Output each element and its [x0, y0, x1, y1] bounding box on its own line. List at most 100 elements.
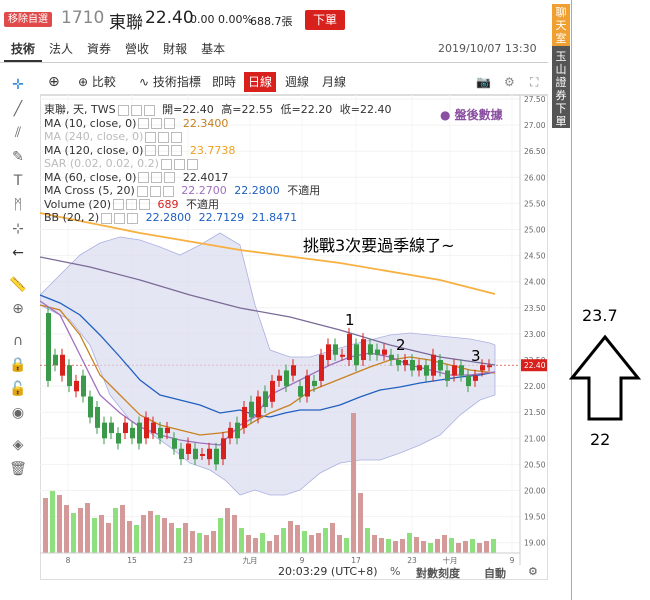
chat-room-button[interactable]: 聊天室 [552, 4, 570, 46]
candle-body [466, 375, 471, 387]
candle-body [95, 406, 100, 428]
ma120-line [40, 212, 496, 295]
legend-label: MA (240, close, 0) [44, 130, 144, 143]
fib-tool-icon[interactable]: ⫽ [14, 125, 22, 141]
candle-body [305, 375, 310, 397]
tab-technical[interactable]: 技術 [4, 38, 43, 62]
legend-toggle-icon[interactable] [160, 158, 172, 170]
percent-scale-toggle[interactable]: % [390, 565, 401, 578]
trend-line-icon[interactable]: ╱ [13, 101, 23, 117]
divider [0, 62, 548, 63]
volume-bar [232, 515, 237, 553]
compare-button[interactable]: ⊕ 比較 [74, 72, 120, 92]
crosshair-icon[interactable]: ✛ [12, 77, 24, 93]
legend-toggle-icon[interactable] [171, 145, 183, 156]
lock-drawing-icon[interactable]: 🔒 [9, 357, 27, 373]
tab-financials[interactable]: 財報 [163, 42, 188, 56]
pattern-icon[interactable]: ᛗ [13, 197, 23, 213]
legend-toggle-icon[interactable] [158, 145, 170, 156]
unlock-icon[interactable]: 🔓 [9, 381, 27, 397]
fullscreen-icon[interactable]: ⛶ [530, 75, 539, 89]
legend-toggle-icon[interactable] [186, 158, 198, 170]
add-symbol-icon[interactable]: ⊕ [48, 74, 60, 90]
user-annotation: 挑戰3次要過季線了~ [303, 236, 455, 255]
legend-toggle-icon[interactable] [151, 118, 163, 129]
legend-toggle-icon[interactable] [113, 199, 124, 210]
volume-bar [449, 538, 454, 553]
legend-toggle-icon[interactable] [164, 118, 176, 129]
interval-intraday[interactable]: 即時 [212, 75, 237, 89]
legend-toggle-icon[interactable] [162, 185, 174, 197]
magnet-icon[interactable]: ∩ [12, 333, 24, 349]
target-price-text: 23.7 [582, 306, 618, 325]
order-button[interactable]: 下單 [305, 10, 345, 30]
gear-icon[interactable]: ⚙ [504, 75, 515, 89]
legend-toggle-icon[interactable] [158, 131, 170, 143]
legend-toggle-icon[interactable] [138, 172, 150, 183]
base-price-text: 22 [590, 430, 611, 449]
x-tick-label: 15 [127, 556, 137, 565]
auto-scale-toggle[interactable]: 自動 [484, 567, 506, 580]
tab-margin[interactable]: 資券 [87, 42, 112, 56]
legend-toggle-icon[interactable] [139, 199, 150, 210]
trash-icon[interactable]: 🗑 [9, 461, 27, 477]
forecast-icon[interactable]: ⊹ [12, 221, 24, 237]
legend-toggle-icon[interactable] [130, 104, 142, 116]
legend-toggle-icon[interactable] [127, 212, 139, 224]
price-chart[interactable]: 123 27.5027.0026.5026.0025.5025.0024.502… [40, 95, 548, 580]
candle-body [74, 380, 79, 392]
back-arrow-icon[interactable]: ← [12, 245, 24, 261]
legend-toggle-icon[interactable] [145, 145, 157, 156]
volume-bar [372, 535, 377, 553]
remove-watchlist-button[interactable]: 移除自選 [4, 12, 52, 27]
log-scale-toggle[interactable]: 對數刻度 [416, 567, 460, 580]
legend-toggle-icon[interactable] [171, 131, 183, 143]
indicators-button[interactable]: ∿ 技術指標 [135, 72, 205, 92]
camera-icon[interactable]: 📷 [476, 75, 491, 89]
legend-toggle-icon[interactable] [164, 172, 176, 183]
text-tool-icon[interactable]: T [13, 173, 23, 189]
legend-toggle-icon[interactable] [151, 172, 163, 183]
legend-toggle-icon[interactable] [117, 104, 129, 116]
y-tick-label: 23.50 [524, 304, 546, 313]
legend-toggle-icon[interactable] [126, 199, 137, 210]
legend-toggle-icon[interactable] [138, 118, 150, 129]
tab-institutional[interactable]: 法人 [49, 42, 74, 56]
legend-value: 不適用 [182, 197, 219, 211]
volume-bar [253, 538, 258, 553]
volume-bar [176, 528, 181, 553]
volume-bar [162, 518, 167, 553]
legend-toggle-icon[interactable] [114, 212, 126, 224]
y-tick-label: 20.00 [524, 487, 546, 496]
legend-toggle-icon[interactable] [136, 185, 148, 197]
brush-icon[interactable]: ✎ [12, 149, 24, 165]
volume-bar [71, 513, 76, 553]
legend-value: 22.2800 [230, 184, 280, 197]
legend-toggle-icon[interactable] [149, 185, 161, 197]
tab-revenue[interactable]: 營收 [125, 42, 150, 56]
interval-weekly[interactable]: 週線 [285, 75, 310, 89]
chart-settings-icon[interactable]: ⚙ [528, 565, 538, 578]
chart-toolbar: ⊕ ⊕ 比較 ∿ 技術指標 即時 日線 週線 月線 📷 ⚙ ⛶ [40, 70, 548, 95]
legend-row: MA (120, close, 0) 23.7738 [44, 144, 391, 158]
eye-icon[interactable]: ◉ [11, 405, 25, 421]
broker-order-button[interactable]: 玉山證券下單 [552, 46, 570, 128]
layers-icon[interactable]: ◈ [12, 437, 24, 453]
y-tick-label: 27.00 [524, 121, 546, 130]
volume-text: 688.7張 [250, 15, 293, 28]
zoom-in-icon[interactable]: ⊕ [12, 301, 24, 317]
volume-bar [330, 523, 335, 553]
legend-toggle-icon[interactable] [101, 212, 113, 224]
ruler-icon[interactable]: 📏 [9, 277, 27, 293]
chart-area[interactable] [40, 95, 548, 580]
interval-daily[interactable]: 日線 [244, 72, 277, 92]
legend-toggle-icon[interactable] [173, 158, 185, 170]
interval-monthly[interactable]: 月線 [322, 75, 347, 89]
volume-bar [302, 531, 307, 553]
stock-name: 東聯 [109, 13, 143, 33]
tab-basics[interactable]: 基本 [201, 42, 226, 56]
volume-bar [337, 535, 342, 553]
candle-body [88, 396, 93, 418]
legend-toggle-icon[interactable] [145, 131, 157, 143]
legend-toggle-icon[interactable] [143, 104, 155, 116]
